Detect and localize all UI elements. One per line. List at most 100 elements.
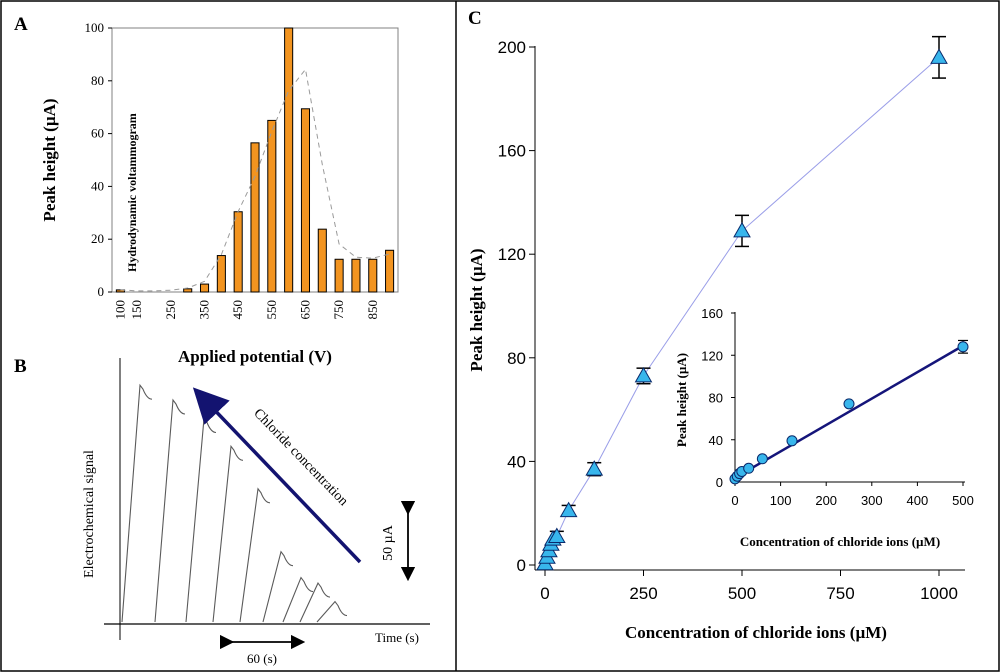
panel-a-y-tick-label: 20	[91, 231, 104, 246]
panel-c-y-tick-label: 40	[507, 452, 526, 471]
panel-a-x-label: Applied potential (V)	[178, 347, 332, 366]
inset-point	[743, 462, 755, 474]
panel-c-y-axis: 0 40 80 120 160 200	[498, 38, 535, 575]
inset-markers	[729, 341, 969, 485]
panel-c-y-tick-label: 120	[498, 245, 526, 264]
inset-x-tick-label: 300	[861, 493, 883, 508]
panel-a-bar	[233, 211, 243, 293]
panel-c-y-tick-label: 80	[507, 349, 526, 368]
inset-x-label: Concentration of chloride ions (µM)	[740, 534, 940, 549]
time-scale-label: 60 (s)	[247, 651, 277, 666]
inset-point	[957, 341, 969, 353]
inset-point	[843, 398, 855, 410]
panel-a-x-tick-label: 100	[112, 300, 127, 320]
panel-a-bar	[368, 258, 378, 293]
panel-a-bar	[199, 283, 210, 293]
panel-c-y-tick-label: 0	[517, 556, 526, 575]
panel-b-chart: Electrochemical signal Time (s) Chloride…	[82, 358, 430, 666]
panel-c-point	[733, 221, 751, 238]
panel-a-y-axis: 0 20 40 60 80 100	[85, 20, 112, 299]
inset-fit-line	[734, 344, 964, 479]
panel-a-x-tick-label: 750	[331, 300, 346, 320]
panel-c-y-label: Peak height (µA)	[467, 248, 486, 371]
panel-a-bar	[385, 249, 395, 293]
inset-y-axis: 0 40 80 120 160	[701, 306, 735, 490]
panel-b-traces	[121, 383, 348, 623]
panel-a-bar	[317, 228, 327, 293]
panel-c-markers	[536, 48, 948, 571]
panel-a-bar	[284, 27, 294, 293]
panel-c-point	[930, 48, 948, 64]
panel-a-x-axis: 100 150 250 350 450 550 650 750 850	[112, 300, 379, 320]
panel-c-x-label: Concentration of chloride ions (µM)	[625, 623, 887, 642]
panel-label-a: A	[14, 14, 28, 35]
panel-a-bar	[267, 119, 277, 293]
panel-label-c: C	[468, 8, 482, 29]
panel-a-y-tick-label: 80	[91, 73, 104, 88]
panel-a-x-tick-label: 450	[230, 300, 245, 320]
inset-y-tick-label: 120	[701, 348, 723, 363]
panel-a-bar	[216, 255, 226, 293]
panel-a-y-tick-label: 0	[98, 284, 105, 299]
panel-a-bar	[334, 258, 344, 293]
panel-a-y-tick-label: 100	[85, 20, 105, 35]
panel-c-point	[585, 460, 604, 476]
panel-a-y-tick-label: 60	[91, 126, 104, 141]
panel-label-b: B	[14, 356, 27, 377]
panel-b-trace	[299, 582, 331, 623]
panel-b-trace	[212, 444, 244, 623]
inset-x-tick-label: 200	[815, 493, 837, 508]
panel-b-trace	[154, 398, 186, 623]
inset-y-tick-label: 160	[701, 306, 723, 321]
panel-a-x-tick-label: 850	[365, 300, 380, 320]
panel-a-x-tick-label: 250	[163, 300, 178, 320]
inset-x-tick-label: 0	[731, 493, 738, 508]
panel-c-x-tick-label: 0	[540, 584, 549, 603]
panel-c-inset: 0 40 80 120 160 0 100 200 300 400 500 Peak height…	[674, 306, 974, 549]
panel-c-x-tick-label: 1000	[920, 584, 958, 603]
inset-y-tick-label: 40	[709, 433, 723, 448]
panel-a-x-tick-label: 150	[129, 300, 144, 320]
panel-c-point	[559, 501, 578, 518]
panel-c-x-tick-label: 250	[629, 584, 657, 603]
panel-b-x-label: Time (s)	[375, 630, 419, 645]
inset-x-axis: 0 100 200 300 400 500	[731, 482, 974, 508]
inset-x-tick-label: 100	[770, 493, 792, 508]
panel-a-bars	[115, 27, 395, 293]
inset-point	[786, 435, 798, 447]
panel-a-y-label: Peak height (µA)	[40, 98, 59, 221]
current-scale-label: 50 µA	[381, 524, 396, 561]
panel-c-point	[634, 366, 653, 383]
panel-c-point	[547, 527, 566, 544]
panel-b-trace	[262, 550, 294, 623]
panel-a-bar	[183, 288, 193, 293]
panel-c-x-tick-label: 750	[826, 584, 854, 603]
panel-c-y-tick-label: 200	[498, 38, 526, 57]
panel-a-x-tick-label: 350	[197, 300, 212, 320]
panel-a-x-tick-label: 650	[297, 300, 312, 320]
inset-x-tick-label: 500	[952, 493, 974, 508]
panel-b-trace	[316, 600, 348, 623]
inset-x-tick-label: 400	[907, 493, 929, 508]
panel-c-y-tick-label: 160	[498, 142, 526, 161]
panel-b-trace	[185, 417, 217, 623]
panel-a-trend-line	[120, 68, 390, 292]
panel-b-trace	[282, 576, 314, 623]
panel-a-bar	[300, 108, 311, 293]
panel-a-bar	[351, 258, 361, 293]
panel-b-trace	[239, 487, 271, 623]
panel-a-x-tick-label: 550	[264, 300, 279, 320]
panel-a-annotation: Hydrodynamic voltammogram	[125, 113, 139, 272]
concentration-arrow	[192, 387, 362, 564]
inset-y-tick-label: 0	[716, 475, 723, 490]
inset-y-label: Peak height (µA)	[674, 353, 689, 447]
panel-c-x-axis: 0 250 500 750 1000	[540, 570, 958, 603]
panel-a-y-tick-label: 40	[91, 178, 104, 193]
inset-point	[756, 453, 768, 465]
panel-a-bar	[250, 142, 260, 293]
